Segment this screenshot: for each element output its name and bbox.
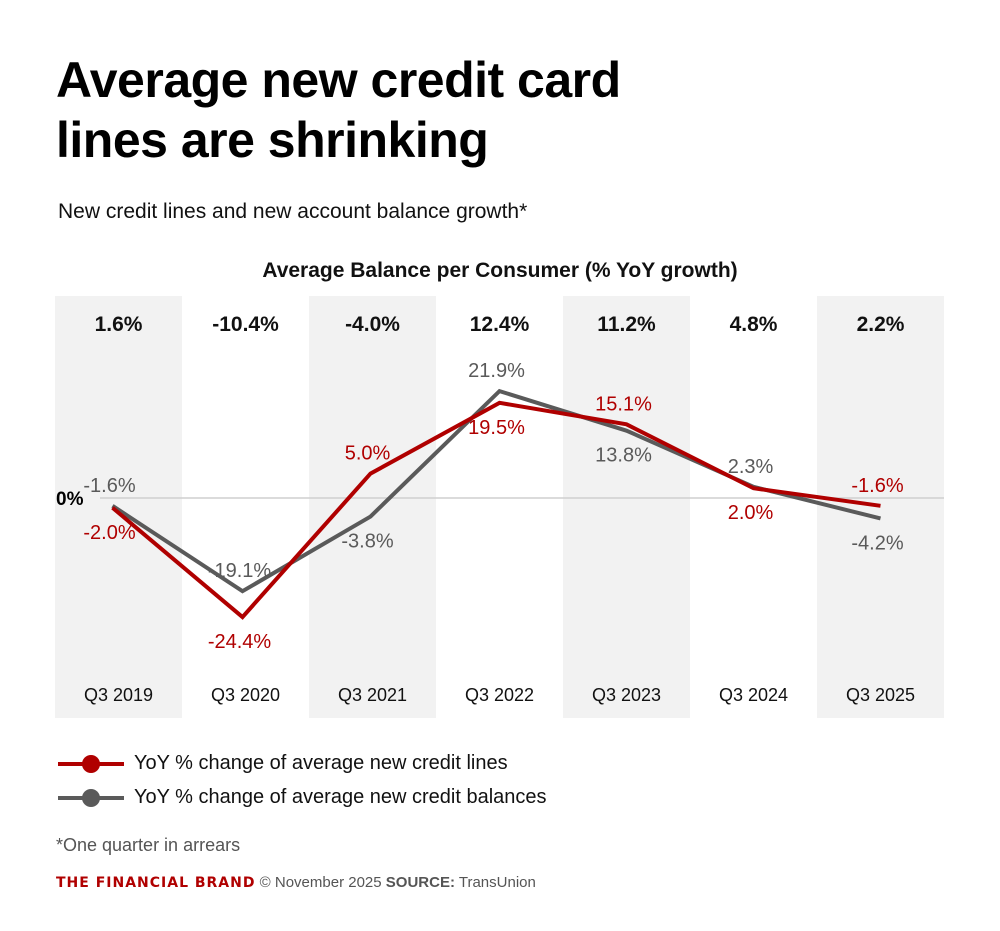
data-label: -3.8% bbox=[341, 531, 393, 553]
zero-label: 0% bbox=[56, 489, 84, 510]
subtitle: New credit lines and new account balance… bbox=[58, 200, 528, 223]
brand-logo: THE FINANCIAL BRAND bbox=[56, 875, 256, 891]
x-tick-label: Q3 2024 bbox=[719, 685, 788, 705]
data-label: -1.6% bbox=[83, 475, 135, 497]
data-label: 21.9% bbox=[468, 360, 525, 382]
legend-marker-red bbox=[58, 754, 124, 773]
data-label: 13.8% bbox=[595, 445, 652, 467]
headline-line-2: lines are shrinking bbox=[56, 112, 489, 168]
x-tick-label: Q3 2025 bbox=[846, 685, 915, 705]
top-value-label: -4.0% bbox=[345, 313, 400, 336]
footnote: *One quarter in arrears bbox=[56, 835, 241, 855]
chart-title: Average Balance per Consumer (% YoY grow… bbox=[262, 259, 738, 282]
x-tick-label: Q3 2022 bbox=[465, 685, 534, 705]
x-tick-label: Q3 2021 bbox=[338, 685, 407, 705]
top-value-label: 12.4% bbox=[470, 313, 530, 336]
data-label: 2.3% bbox=[728, 456, 774, 478]
legend-label: YoY % change of average new credit lines bbox=[134, 752, 508, 774]
data-label: 19.5% bbox=[468, 417, 525, 439]
x-tick-label: Q3 2020 bbox=[211, 685, 280, 705]
source: TransUnion bbox=[458, 874, 536, 891]
data-label: -19.1% bbox=[208, 560, 272, 582]
top-value-label: -10.4% bbox=[212, 313, 279, 336]
footer: THE FINANCIAL BRAND © November 2025 SOUR… bbox=[56, 874, 536, 891]
top-value-label: 2.2% bbox=[857, 313, 905, 336]
chart-headline: Average new credit card lines are shrink… bbox=[56, 50, 756, 170]
data-label: -2.0% bbox=[83, 522, 135, 544]
column-band bbox=[309, 296, 436, 718]
data-label: 15.1% bbox=[595, 393, 652, 415]
legend-marker-gray bbox=[58, 788, 124, 807]
top-value-label: 1.6% bbox=[95, 313, 143, 336]
headline-line-1: Average new credit card bbox=[56, 52, 621, 108]
column-band bbox=[55, 296, 182, 718]
data-label: -24.4% bbox=[208, 631, 272, 653]
top-value-label: 4.8% bbox=[730, 313, 778, 336]
data-label: 5.0% bbox=[345, 443, 391, 465]
data-label: -4.2% bbox=[851, 532, 903, 554]
x-tick-label: Q3 2023 bbox=[592, 685, 661, 705]
data-label: 2.0% bbox=[728, 502, 774, 524]
source-label: SOURCE: bbox=[385, 874, 455, 891]
column-band bbox=[563, 296, 690, 718]
top-value-label: 11.2% bbox=[597, 313, 656, 336]
legend-item-lines: YoY % change of average new credit lines bbox=[56, 752, 508, 775]
series-line-credit-lines bbox=[111, 400, 881, 620]
copyright: © November 2025 bbox=[259, 874, 382, 891]
legend-item-balances: YoY % change of average new credit balan… bbox=[56, 786, 547, 809]
data-label: -1.6% bbox=[851, 475, 903, 497]
legend-label: YoY % change of average new credit balan… bbox=[134, 786, 547, 808]
x-tick-label: Q3 2019 bbox=[84, 685, 153, 705]
